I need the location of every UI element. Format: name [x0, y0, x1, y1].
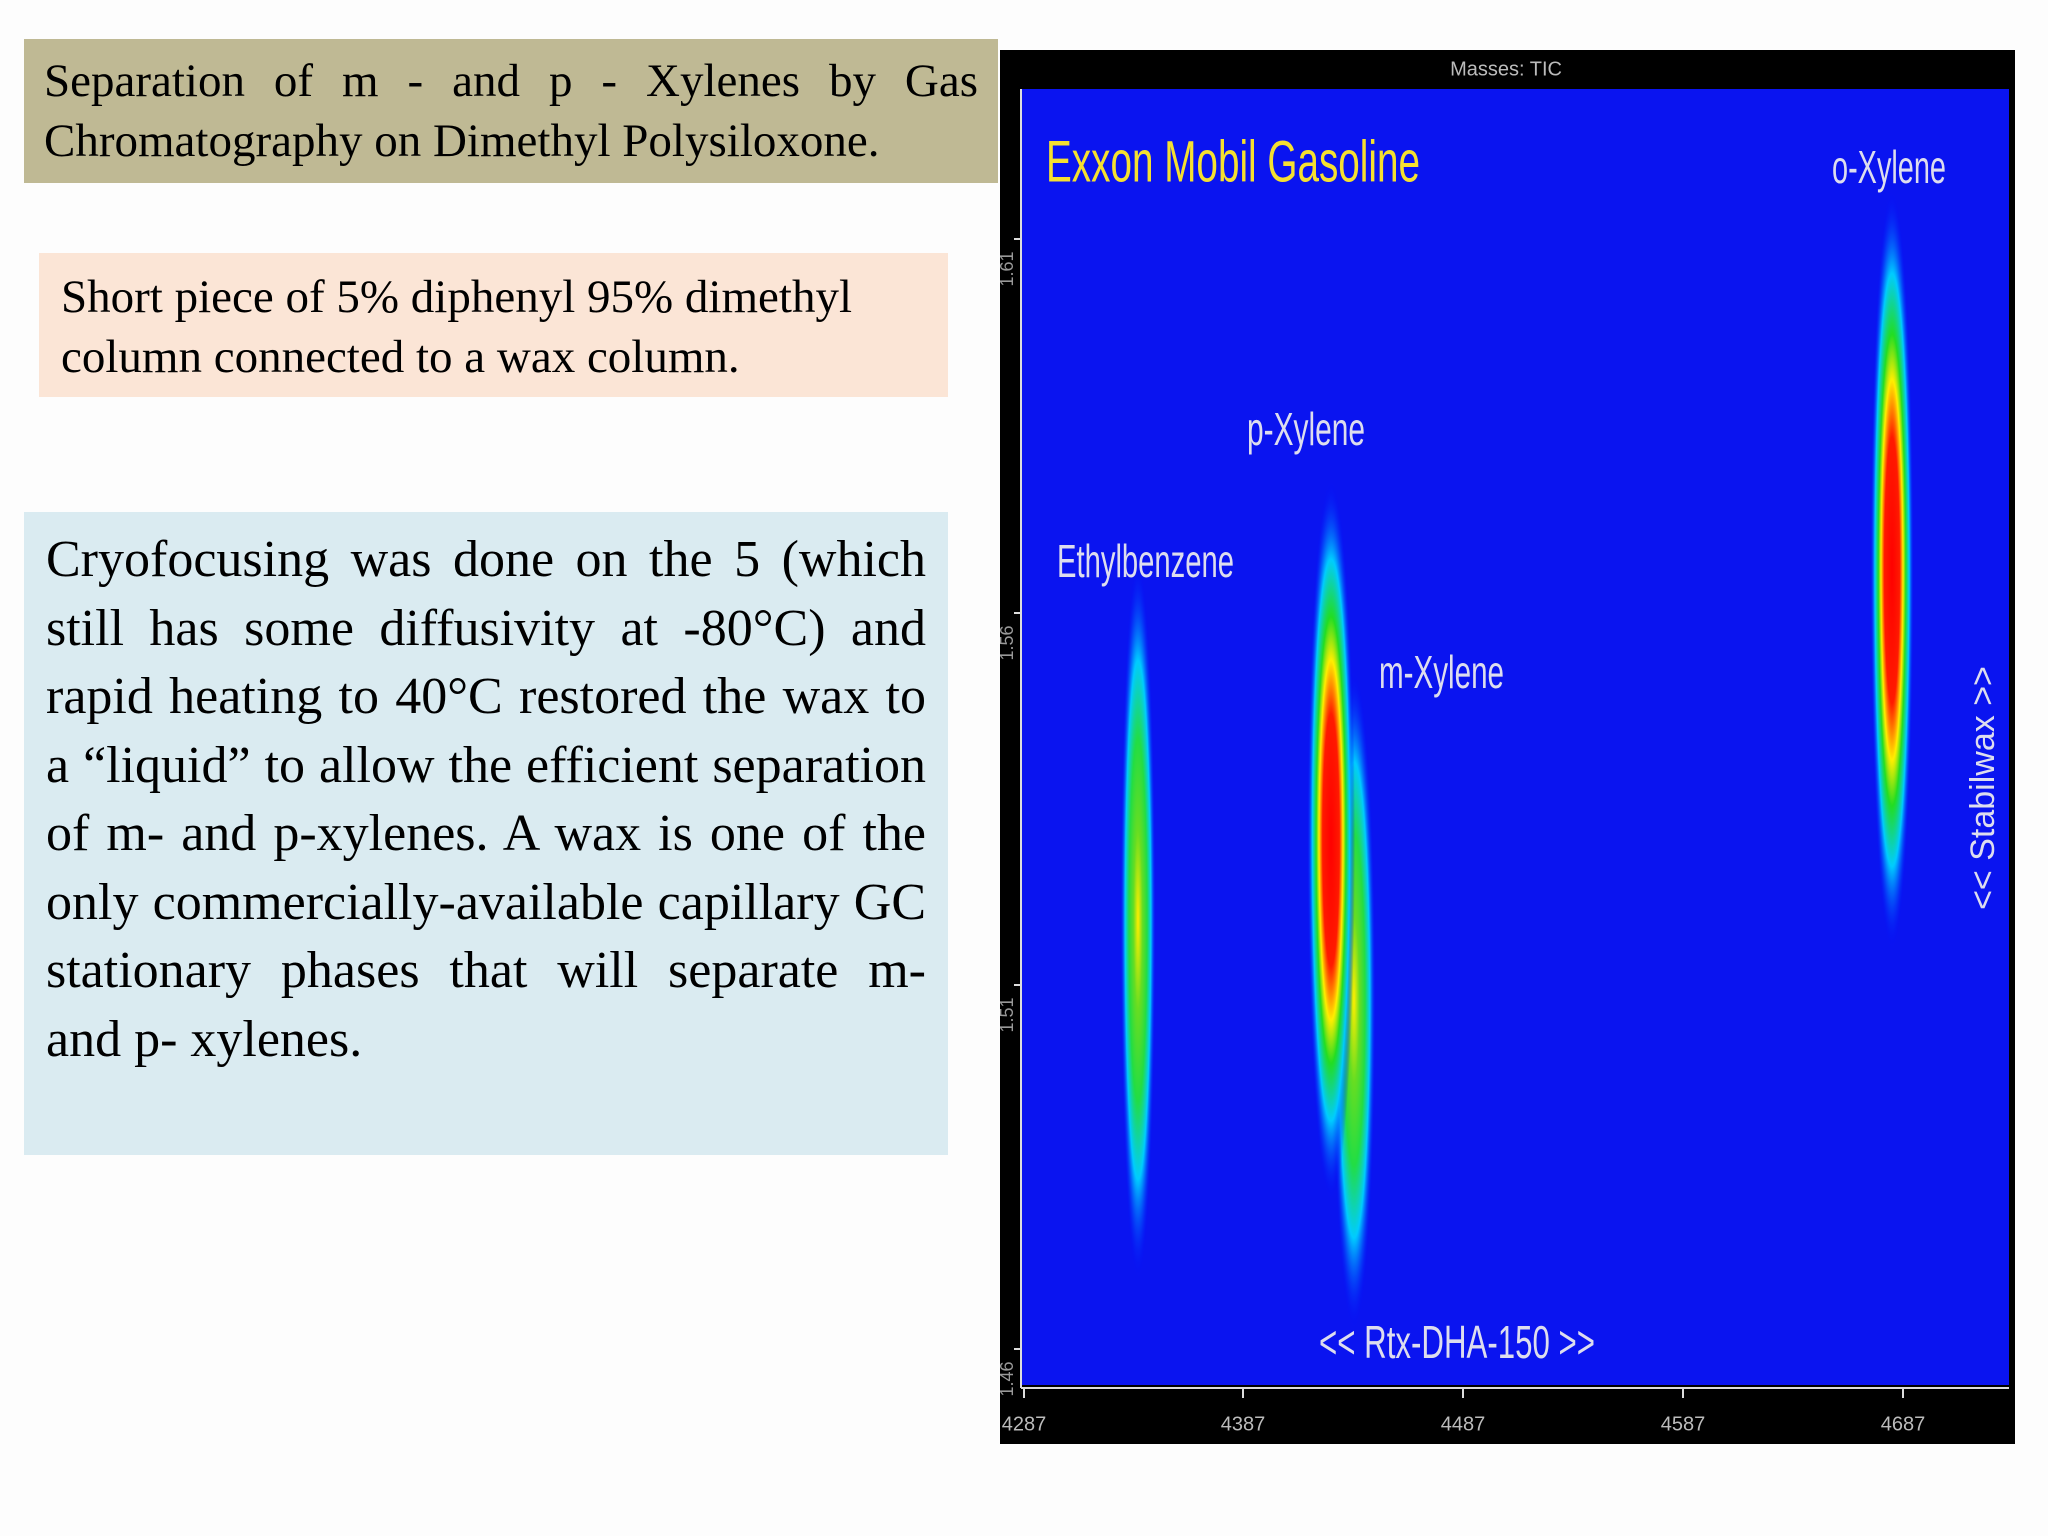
- y-tick-label: 1.51: [997, 997, 1017, 1032]
- x-axis-label: << Rtx-DHA-150 >>: [1319, 1316, 1595, 1368]
- peak-blob: [1307, 480, 1355, 1200]
- x-tick-label: 4687: [1881, 1413, 1926, 1435]
- peak-blob: [1870, 190, 1914, 950]
- peak-blob: [1120, 560, 1156, 1280]
- y-tick-label: 1.56: [997, 625, 1017, 660]
- figure-title: Exxon Mobil Gasoline: [1046, 129, 1420, 194]
- x-tick-label: 4487: [1441, 1413, 1486, 1435]
- figure-header: Masses: TIC: [1450, 58, 1562, 80]
- x-tick-label: 4587: [1661, 1413, 1706, 1435]
- y-tick-label: 1.46: [997, 1361, 1017, 1396]
- body-text: Cryofocusing was done on the 5 (which st…: [24, 512, 948, 1155]
- y-axis-label: << Stabilwax >>: [1964, 666, 2002, 910]
- plot-area: [1021, 89, 2009, 1385]
- peak-label: p-Xylene: [1247, 403, 1365, 455]
- peak-label: Ethylbenzene: [1057, 535, 1234, 587]
- x-tick-label: 4287: [1002, 1413, 1047, 1435]
- peak-label: m-Xylene: [1379, 646, 1504, 698]
- note: Short piece of 5% diphenyl 95% dimethyl …: [39, 253, 948, 397]
- x-tick-label: 4387: [1221, 1413, 1266, 1435]
- slide-title: Separation of m - and p - Xylenes by Gas…: [24, 39, 998, 183]
- y-tick-label: 1.61: [997, 251, 1017, 286]
- peak-label: o-Xylene: [1832, 141, 1946, 193]
